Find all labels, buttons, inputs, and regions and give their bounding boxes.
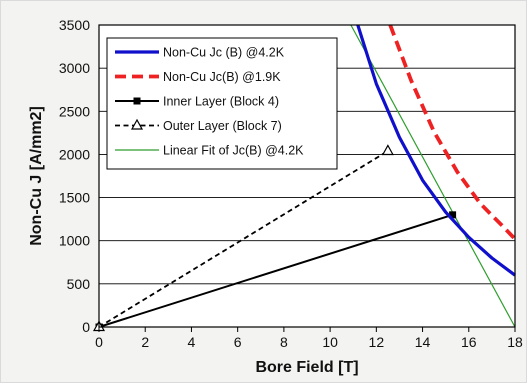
series-line-outer-layer-block-7: [98, 150, 389, 328]
y-tick-label: 2000: [59, 146, 90, 162]
x-tick-label: 0: [95, 334, 103, 350]
x-tick-label: 8: [280, 334, 288, 350]
y-tick-label: 3000: [59, 60, 90, 76]
x-tick-label: 16: [461, 334, 477, 350]
legend-label: Outer Layer (Block 7): [163, 119, 282, 133]
x-tick-label: 2: [141, 334, 149, 350]
legend-label: Inner Layer (Block 4): [163, 95, 279, 109]
legend-label: Linear Fit of Jc(B) @4.2K: [163, 144, 304, 158]
y-axis-title: Non-Cu J [A/mm2]: [28, 106, 45, 246]
y-tick-label: 2500: [59, 103, 90, 119]
y-tick-labels: 0 500 1000 1500 2000 2500 3000 3500: [59, 17, 90, 335]
series-line-inner-layer-block-4: [98, 213, 453, 328]
plot-frame: [98, 24, 516, 328]
x-tick-label: 12: [369, 334, 385, 350]
x-tick-label: 14: [415, 334, 431, 350]
legend: Non-Cu Jc (B) @4.2K Non-Cu Jc(B) @1.9K Inn…: [106, 37, 338, 170]
x-tick-label: 18: [507, 334, 523, 350]
series-line-non-cu-jc-b-1-9k: [388, 24, 517, 241]
x-axis-title: Bore Field [T]: [255, 359, 358, 376]
y-tick-label: 0: [82, 319, 90, 335]
legend-label: Non-Cu Jc (B) @4.2K: [163, 46, 285, 60]
legend-box: [106, 37, 338, 170]
legend-marker: [130, 118, 144, 130]
y-tick-label: 3500: [59, 17, 90, 33]
y-tick-label: 1000: [59, 233, 90, 249]
legend-marker: [133, 97, 141, 105]
legend-label: Non-Cu Jc(B) @1.9K: [163, 70, 281, 84]
data-point-inner-layer-block-4: [449, 211, 457, 219]
data-point-outer-layer-block-7: [381, 144, 394, 156]
x-tick-label: 4: [188, 334, 196, 350]
series-line-linear-fit-of-jc-b-4-2k: [350, 24, 516, 328]
x-tick-label: 6: [234, 334, 242, 350]
x-tick-label: 10: [322, 334, 338, 350]
y-tick-label: 1500: [59, 190, 90, 206]
y-tick-label: 500: [67, 276, 91, 292]
x-tick-labels: 0 2 4 6 8 10 12 14 16 18: [95, 327, 523, 350]
series-line-non-cu-jc-b-4-2k: [356, 24, 516, 277]
